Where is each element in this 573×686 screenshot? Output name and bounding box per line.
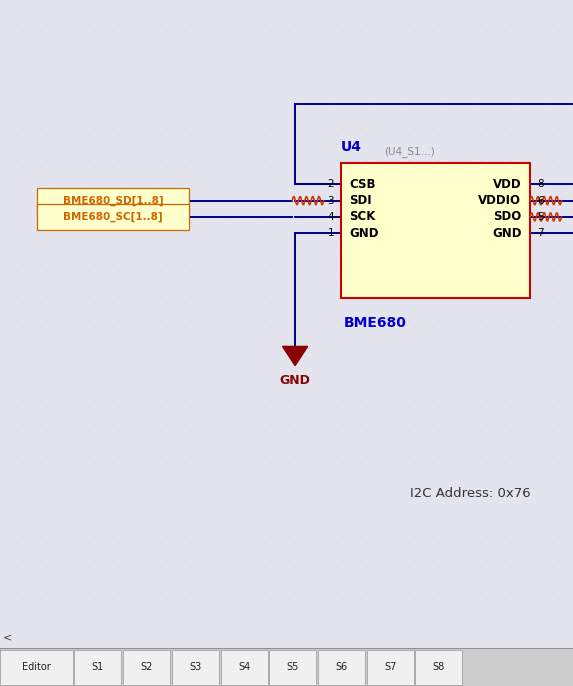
Text: 2: 2 — [327, 179, 334, 189]
Text: S7: S7 — [384, 662, 397, 672]
Text: S3: S3 — [189, 662, 202, 672]
Text: S6: S6 — [335, 662, 348, 672]
Text: U4: U4 — [341, 141, 362, 154]
Text: SDI: SDI — [350, 194, 372, 207]
Text: SDO: SDO — [493, 211, 521, 224]
Bar — [341, 163, 530, 298]
Text: (U4_S1...): (U4_S1...) — [384, 146, 435, 157]
Text: I2C Address: 0x76: I2C Address: 0x76 — [410, 488, 530, 500]
Text: 8: 8 — [537, 179, 544, 189]
Bar — [415, 650, 462, 685]
Text: Editor: Editor — [22, 662, 51, 672]
Text: S4: S4 — [238, 662, 250, 672]
Bar — [123, 650, 170, 685]
Bar — [37, 204, 189, 230]
Bar — [269, 650, 316, 685]
Text: BME680: BME680 — [344, 316, 407, 329]
Bar — [172, 650, 219, 685]
Text: BME680_SD[1..8]: BME680_SD[1..8] — [63, 196, 163, 206]
Bar — [318, 650, 365, 685]
Text: 4: 4 — [327, 212, 334, 222]
Text: 6: 6 — [537, 196, 544, 206]
Text: VDDIO: VDDIO — [478, 194, 521, 207]
Text: GND: GND — [280, 374, 311, 387]
Text: 3: 3 — [327, 196, 334, 206]
Bar — [221, 650, 268, 685]
Text: GND: GND — [492, 226, 521, 239]
Text: BME680_SC[1..8]: BME680_SC[1..8] — [64, 212, 163, 222]
Text: GND: GND — [350, 226, 379, 239]
Bar — [74, 650, 121, 685]
Text: <: < — [3, 632, 12, 643]
Text: S1: S1 — [92, 662, 104, 672]
Text: 7: 7 — [537, 228, 544, 238]
Bar — [367, 650, 414, 685]
Text: S8: S8 — [433, 662, 445, 672]
Text: S5: S5 — [286, 662, 299, 672]
Text: 5: 5 — [537, 212, 544, 222]
Text: S2: S2 — [140, 662, 153, 672]
Text: VDD: VDD — [493, 178, 521, 191]
Bar — [37, 187, 189, 213]
Text: 1: 1 — [327, 228, 334, 238]
Polygon shape — [282, 346, 308, 366]
Bar — [0, 648, 573, 686]
Bar — [0, 650, 73, 685]
Text: SCK: SCK — [350, 211, 376, 224]
Text: CSB: CSB — [350, 178, 376, 191]
